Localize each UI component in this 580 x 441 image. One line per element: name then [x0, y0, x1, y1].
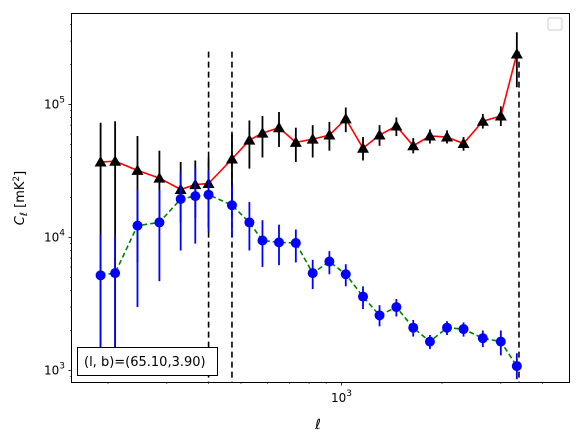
circle-marker [307, 268, 318, 279]
circle-marker [154, 217, 165, 228]
x-tick-label: 103 [331, 389, 352, 405]
circle-marker [374, 310, 385, 321]
triangle-marker [256, 127, 269, 138]
circle-marker [495, 336, 506, 347]
circle-marker [391, 302, 402, 313]
annotation-text: (l, b)=(65.10,3.90) [84, 355, 206, 370]
x-axis-label: ℓ [314, 417, 321, 433]
x-axis-ticks: 103 [107, 382, 543, 405]
triangle-marker [153, 172, 166, 183]
triangle-marker [339, 112, 352, 124]
legend-box [547, 17, 563, 31]
circle-marker [340, 269, 351, 280]
triangle-marker [289, 136, 302, 147]
triangle-marker [494, 110, 507, 121]
triangle-marker [323, 129, 336, 140]
triangle-marker [510, 48, 523, 59]
circle-marker [110, 268, 121, 279]
circle-marker [442, 322, 453, 333]
triangle-marker [94, 156, 107, 167]
circle-marker [511, 361, 522, 372]
position-annotation: (l, b)=(65.10,3.90) [77, 347, 218, 376]
triangle-marker [357, 142, 370, 153]
circle-marker [408, 322, 419, 333]
circle-marker [458, 324, 469, 335]
triangle-marker [243, 134, 256, 145]
circle-marker [175, 193, 186, 204]
circle-marker [424, 336, 435, 347]
y-tick-label: 104 [44, 229, 65, 245]
triangle-marker [373, 129, 386, 140]
triangle-marker [306, 133, 319, 144]
triangle-marker [131, 164, 144, 175]
circle-marker [226, 200, 237, 211]
triangle-marker [476, 115, 489, 126]
triangle-marker [407, 139, 420, 151]
circle-marker [132, 220, 143, 231]
plot-frame [71, 13, 570, 383]
circle-marker [290, 238, 301, 249]
triangle-marker [225, 152, 238, 164]
circle-marker [244, 217, 255, 228]
y-axis-ticks: 103 104 105 [44, 24, 72, 378]
circle-marker [324, 256, 335, 267]
circle-marker [273, 237, 284, 248]
data-series [94, 32, 523, 380]
triangle-marker [272, 121, 285, 133]
triangle-marker [423, 130, 436, 141]
y-axis-label: Cℓ [mK2] [12, 171, 30, 225]
circle-marker [257, 235, 268, 246]
triangle-marker [109, 155, 122, 166]
circle-marker [203, 189, 214, 200]
circle-marker [477, 333, 488, 344]
y-tick-label: 105 [44, 96, 65, 112]
triangle-marker [441, 131, 454, 142]
y-tick-label: 103 [44, 362, 65, 378]
annotation-box [77, 347, 218, 376]
circle-marker [190, 191, 201, 202]
triangle-marker [390, 120, 403, 131]
circle-marker [358, 291, 369, 302]
series-2 [95, 168, 522, 380]
series-line [100, 53, 518, 191]
triangle-marker [457, 137, 470, 148]
circle-marker [95, 270, 106, 281]
